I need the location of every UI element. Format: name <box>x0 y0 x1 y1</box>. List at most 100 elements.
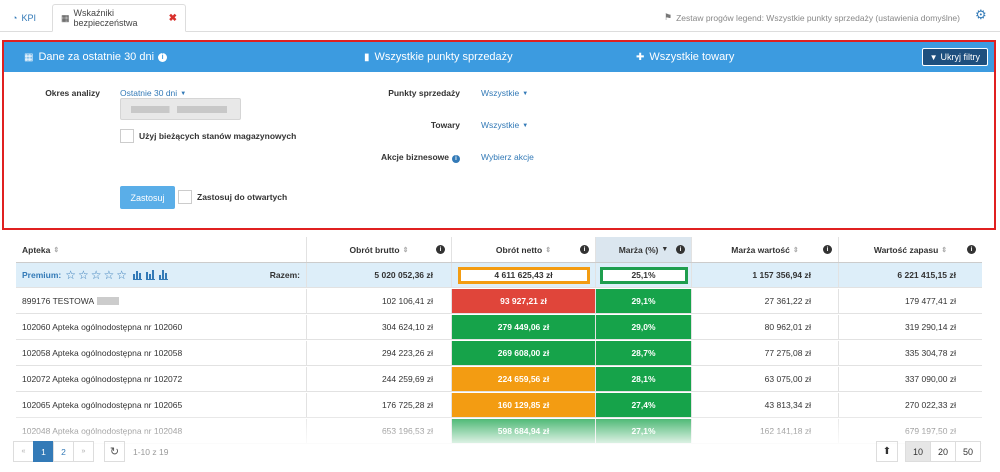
info-icon[interactable]: i <box>676 245 685 254</box>
legend-set-info: ⚑ Zestaw progów legend: Wszystkie punkty… <box>664 12 960 23</box>
header-label: Marża wartość <box>731 244 790 255</box>
margin-pct-value: 29,1% <box>596 289 691 313</box>
gross-value: 244 259,69 zł <box>306 367 451 391</box>
header-label: Marża (%) <box>618 244 659 255</box>
apply-button[interactable]: Zastosuj <box>120 186 175 209</box>
actions-select-link[interactable]: Wybierz akcje <box>481 152 534 162</box>
info-icon[interactable]: i <box>436 245 445 254</box>
sort-icon: ⇕ <box>792 246 799 254</box>
date-range-input[interactable] <box>120 98 241 120</box>
column-header-net[interactable]: Obrót netto ⇕ i <box>451 237 595 262</box>
page-size-50[interactable]: 50 <box>955 441 981 462</box>
tab-safety-label: Wskaźniki bezpieczeństwa <box>73 8 138 28</box>
tab-kpi[interactable]: ◔ KPI <box>4 4 44 32</box>
gross-value: 102 106,41 zł <box>306 289 451 313</box>
gross-value: 294 223,26 zł <box>306 341 451 365</box>
goods-dropdown[interactable]: Wszystkie ▼ <box>481 120 528 130</box>
goods-label: Towary <box>430 120 460 130</box>
tab-kpi-label: KPI <box>21 13 36 23</box>
caret-down-icon: ▼ <box>522 90 529 97</box>
star-icon[interactable]: ☆ <box>90 268 102 282</box>
sort-icon: ⇕ <box>402 246 409 254</box>
pharmacy-name-text: 102065 Apteka ogólnodostępna nr 102065 <box>22 400 183 410</box>
bar-chart-icon[interactable] <box>159 270 169 280</box>
star-icon[interactable]: ☆ <box>116 268 128 282</box>
close-tab-icon[interactable]: ✖ <box>168 12 177 24</box>
flag-icon: ⚑ <box>663 12 673 22</box>
header-label: Wartość zapasu <box>873 244 939 255</box>
actions-label-text: Akcje biznesowe <box>380 152 449 162</box>
info-icon[interactable]: i <box>823 245 832 254</box>
bar-chart-icon[interactable] <box>146 270 156 280</box>
pharmacy-name-text: 102058 Apteka ogólnodostępna nr 102058 <box>22 348 183 358</box>
dashboard-icon: ◔ <box>12 13 18 23</box>
summary-stock-value: 6 221 415,15 zł <box>838 263 982 287</box>
sort-icon: ⇕ <box>545 246 552 254</box>
next-page-button[interactable]: » <box>73 441 94 462</box>
caret-down-icon: ▼ <box>180 90 187 97</box>
info-icon[interactable]: i <box>158 52 168 62</box>
hide-filters-button[interactable]: ▼ Ukryj filtry <box>921 48 988 66</box>
margin-cell: 29,0% <box>595 315 691 339</box>
settings-gears-icon[interactable]: ⚙ <box>975 7 987 22</box>
info-icon[interactable]: i <box>580 245 589 254</box>
stock-value: 337 090,00 zł <box>838 367 982 391</box>
net-cell: 160 129,85 zł <box>451 393 595 417</box>
star-icon[interactable]: ☆ <box>65 268 76 282</box>
medkit-icon: ✚ <box>636 51 645 63</box>
page-size-10[interactable]: 10 <box>905 441 931 462</box>
table-row[interactable]: 102065 Apteka ogólnodostępna nr 102065 17… <box>16 393 982 418</box>
column-header-stock-value[interactable]: Wartość zapasu ⇕ i <box>838 237 982 262</box>
column-header-pharmacy[interactable]: Apteka ⇕ <box>16 237 306 262</box>
column-header-margin-value[interactable]: Marża wartość ⇕ i <box>691 237 838 262</box>
header-label: Apteka <box>22 244 51 255</box>
apply-open-checkbox[interactable] <box>178 190 192 204</box>
prev-page-button[interactable]: « <box>13 441 34 462</box>
summary-net-cell: 4 611 625,43 zł <box>451 263 595 287</box>
margin-cell: 27,4% <box>595 393 691 417</box>
current-stock-label: Użyj bieżących stanów magazynowych <box>139 131 297 141</box>
stock-value: 179 477,41 zł <box>838 289 982 313</box>
stock-value: 270 022,33 zł <box>838 393 982 417</box>
range-label: 1-10 z 19 <box>133 446 169 457</box>
table-row[interactable]: 102072 Apteka ogólnodostępna nr 102072 24… <box>16 367 982 392</box>
page-2-button[interactable]: 2 <box>53 441 74 462</box>
period-label: Okres analizy <box>45 88 100 98</box>
column-header-margin-pct[interactable]: Marża (%) ▼ i <box>595 237 691 262</box>
table-row[interactable]: 102058 Apteka ogólnodostępna nr 102058 29… <box>16 341 982 366</box>
table-header: Apteka ⇕ Obrót brutto ⇕ i Obrót netto ⇕ i Mar… <box>16 237 982 263</box>
table-row[interactable]: 899176 TESTOWA 102 106,41 zł 93 927,21 zł 2… <box>16 289 982 314</box>
margin-pct-value: 27,4% <box>596 393 691 417</box>
filter-summary-date-label: Dane za ostatnie 30 dni <box>38 51 155 63</box>
points-dropdown[interactable]: Wszystkie ▼ <box>481 88 528 98</box>
current-stock-checkbox[interactable] <box>120 129 134 143</box>
margin-value: 80 962,01 zł <box>691 315 838 339</box>
net-cell: 93 927,21 zł <box>451 289 595 313</box>
margin-cell: 28,1% <box>595 367 691 391</box>
star-icon[interactable]: ☆ <box>103 268 115 282</box>
caret-down-icon: ▼ <box>522 122 529 129</box>
period-dropdown[interactable]: Ostatnie 30 dni ▼ <box>120 88 186 98</box>
premium-cell: Premium: ☆ ☆ ☆ ☆ ☆ Razem: <box>16 263 306 287</box>
pharmacy-name: 102065 Apteka ogólnodostępna nr 102065 <box>16 393 306 417</box>
period-value: Ostatnie 30 dni <box>120 88 178 98</box>
bar-chart-icon[interactable] <box>133 270 143 280</box>
page-size-20[interactable]: 20 <box>930 441 956 462</box>
page-1-button[interactable]: 1 <box>33 441 54 462</box>
column-header-gross[interactable]: Obrót brutto ⇕ i <box>306 237 451 262</box>
pharmacy-name-text: 102060 Apteka ogólnodostępna nr 102060 <box>22 322 183 332</box>
header-label: Obrót netto <box>495 244 543 255</box>
star-icon[interactable]: ☆ <box>77 268 89 282</box>
page-size-group: 10 20 50 <box>905 441 981 462</box>
margin-value: 63 075,00 zł <box>691 367 838 391</box>
pharmacy-name: 899176 TESTOWA <box>16 289 306 313</box>
tab-safety-indicators[interactable]: ▦ Wskaźniki bezpieczeństwa ✖ <box>52 4 186 32</box>
table-row[interactable]: 102060 Apteka ogólnodostępna nr 102060 30… <box>16 315 982 340</box>
info-icon[interactable]: i <box>452 155 460 163</box>
refresh-icon[interactable]: ↻ <box>104 441 125 462</box>
margin-value: 77 275,08 zł <box>691 341 838 365</box>
info-icon[interactable]: i <box>967 245 976 254</box>
net-value: 269 608,00 zł <box>452 341 595 365</box>
goods-value: Wszystkie <box>481 120 520 130</box>
export-upload-icon[interactable]: ⬆ <box>876 441 898 462</box>
